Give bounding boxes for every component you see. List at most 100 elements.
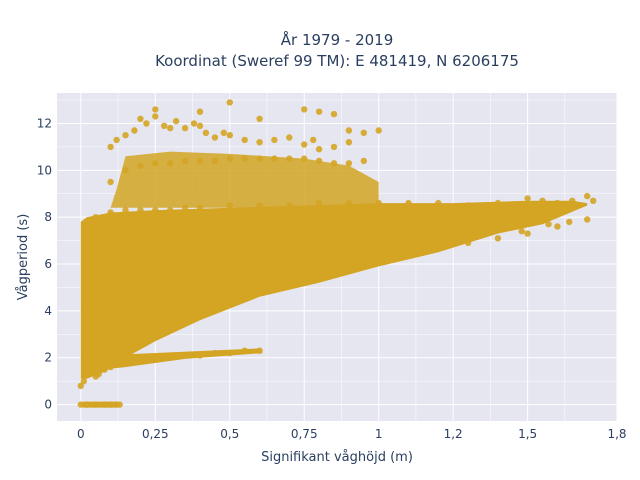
x-axis-title: Signifikant våghöjd (m) (261, 450, 413, 465)
chart-title-line1: År 1979 - 2019 (281, 30, 394, 49)
data-point (494, 235, 502, 242)
data-point (473, 230, 481, 237)
data-point (271, 136, 278, 144)
data-point (301, 155, 308, 162)
data-point (196, 204, 204, 211)
y-tick-label: 12 (37, 116, 52, 130)
data-point (190, 120, 198, 127)
data-point (554, 223, 561, 230)
data-point (494, 199, 502, 207)
y-tick-label: 8 (44, 210, 52, 224)
data-point (110, 335, 117, 343)
data-point (211, 349, 219, 357)
data-point (256, 223, 263, 230)
data-point (122, 167, 129, 174)
data-point (375, 127, 382, 134)
data-point (83, 284, 91, 291)
data-point (360, 218, 367, 226)
data-point (226, 132, 233, 139)
data-point (92, 359, 99, 366)
data-point (226, 202, 233, 209)
data-point (500, 223, 507, 230)
data-point (569, 197, 576, 204)
data-point (220, 129, 227, 136)
data-point (315, 199, 323, 207)
y-axis-title: Vågperiod (s) (16, 214, 31, 301)
data-point (122, 232, 129, 240)
data-point (107, 307, 114, 315)
data-point (83, 401, 91, 408)
data-point (241, 347, 248, 354)
data-point (143, 249, 150, 256)
data-point (167, 124, 174, 132)
data-point (375, 218, 382, 226)
data-point (256, 202, 263, 209)
data-point (345, 218, 353, 226)
data-point (172, 117, 180, 125)
data-point (92, 401, 99, 408)
data-point (375, 199, 382, 207)
data-point (137, 162, 144, 169)
data-point (137, 115, 144, 123)
data-point (310, 136, 317, 144)
data-point (143, 120, 150, 127)
data-point (226, 274, 233, 282)
data-point (107, 401, 114, 408)
data-point (167, 242, 174, 249)
data-point (271, 223, 278, 230)
data-point (101, 366, 108, 373)
data-points (77, 99, 597, 408)
data-point (301, 221, 308, 228)
data-point (330, 143, 338, 151)
data-point (464, 202, 472, 209)
data-point (429, 232, 436, 240)
data-point (435, 199, 442, 207)
point-density-cloud (80, 151, 588, 408)
data-point (202, 129, 210, 136)
x-tick-label: 0,5 (220, 427, 239, 441)
data-point (107, 237, 114, 244)
data-point (345, 256, 353, 263)
data-point (360, 157, 367, 165)
data-point (137, 356, 144, 364)
data-point (161, 122, 168, 129)
data-point (167, 354, 174, 361)
data-point (77, 401, 85, 408)
data-point (286, 223, 293, 230)
data-point (286, 155, 293, 162)
data-point (152, 160, 159, 167)
data-point (321, 235, 329, 242)
data-point (271, 155, 278, 162)
data-point (167, 286, 174, 293)
data-point (286, 265, 293, 272)
data-point (345, 139, 353, 146)
y-tick-label: 6 (44, 257, 52, 271)
data-point (86, 366, 94, 373)
data-point (137, 296, 144, 303)
x-tick-label: 1,2 (444, 427, 463, 441)
data-point (286, 134, 293, 141)
data-point (122, 359, 129, 366)
y-tick-label: 2 (44, 351, 52, 365)
data-point (390, 216, 397, 223)
data-point (181, 228, 189, 235)
data-point (330, 221, 338, 228)
data-point (450, 225, 457, 233)
data-point (211, 157, 219, 165)
data-point (131, 127, 138, 134)
data-point (107, 178, 114, 186)
data-point (292, 239, 299, 247)
data-point (152, 354, 159, 361)
data-point (101, 319, 108, 326)
data-point (92, 373, 99, 380)
data-point (315, 260, 323, 268)
data-point (226, 155, 233, 162)
dense-region-upper (110, 151, 379, 208)
data-point (181, 157, 189, 165)
data-point (196, 279, 204, 286)
data-point (232, 246, 239, 254)
dense-region-low-band (101, 348, 263, 370)
data-point (122, 132, 129, 139)
data-point (241, 136, 248, 144)
